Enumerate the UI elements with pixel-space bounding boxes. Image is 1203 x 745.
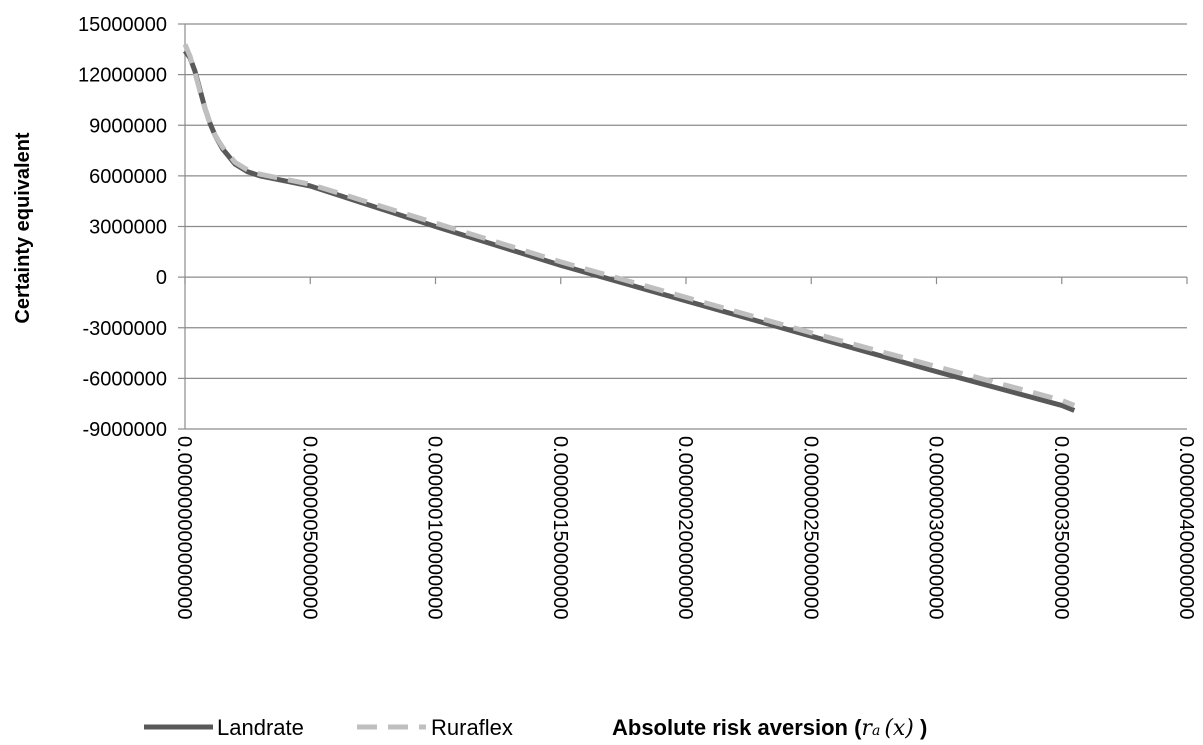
x-tick-label-5: 0.000000250000000 [799,436,821,620]
y-axis-title: Certainty equivalent [12,132,34,324]
y-tick-labels: 15000000 12000000 9000000 6000000 3000000 0 -3… [78,14,167,441]
x-tick-label-6: 0.000000300000000 [925,436,947,620]
x-tick-label-8: 0.000000400000000 [1175,436,1197,620]
x-tick-label-1: 0.000000050000000 [298,436,320,620]
legend-label-ruraflex: Ruraflex [431,715,513,740]
legend-label-landrate: Landrate [217,715,304,740]
y-tick-label-0: 15000000 [78,14,167,36]
y-tick-label-1: 12000000 [78,65,167,87]
x-axis-title: Absolute risk aversion (ra (x) ) [612,715,927,741]
series-line-ruraflex [182,43,1076,408]
x-axis-title-symbol: r [861,716,873,741]
x-tick-label-7: 0.000000350000000 [1050,436,1072,620]
x-axis-title-subscript: a [872,723,880,739]
legend: Landrate Ruraflex [144,715,513,740]
grid-lines [185,23,1187,430]
x-tick-label-4: 0.000000200000000 [674,436,696,620]
y-tick-label-2: 9000000 [89,115,167,137]
x-axis-title-prefix: Absolute risk aversion ( [612,715,862,740]
x-tick-label-2: 0.000000100000000 [424,436,446,620]
y-tick-label-8: -9000000 [82,419,167,441]
y-tick-label-3: 6000000 [89,166,167,188]
series-lines [182,43,1076,413]
y-tick-label-7: -6000000 [82,368,167,390]
x-axis-title-suffix: ) [914,715,927,740]
axes [178,23,1188,430]
y-tick-label-4: 3000000 [89,217,167,239]
x-axis-title-argument: (x) [884,716,914,741]
y-tick-label-6: -3000000 [82,318,167,340]
x-tick-labels: 0.000000000000000 0.000000050000000 0.0000… [173,436,1197,620]
x-tick-label-3: 0.000000150000000 [549,436,571,620]
y-tick-label-5: 0 [156,267,167,289]
series-line-landrate [182,49,1076,413]
x-tick-label-0: 0.000000000000000 [173,436,195,620]
